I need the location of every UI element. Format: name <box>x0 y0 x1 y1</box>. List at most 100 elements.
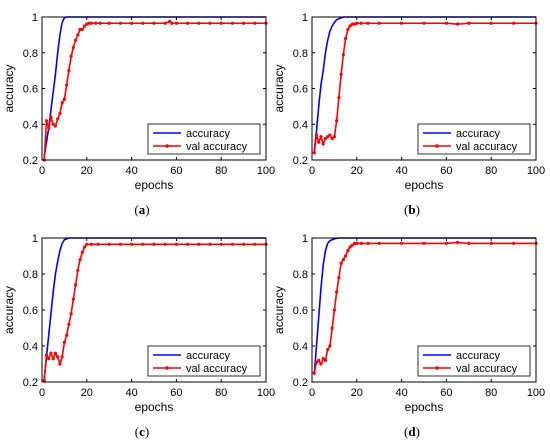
data-point-val-accuracy <box>87 21 91 25</box>
data-point-val-accuracy <box>208 21 212 25</box>
y-axis-label: accuracy <box>2 286 16 334</box>
data-point-val-accuracy <box>312 151 316 155</box>
data-point-val-accuracy <box>444 241 448 245</box>
data-point-val-accuracy <box>76 33 80 37</box>
x-tick-label: 0 <box>39 165 45 177</box>
data-point-val-accuracy <box>60 355 64 359</box>
data-point-val-accuracy <box>489 21 493 25</box>
data-point-val-accuracy <box>321 142 325 146</box>
data-point-val-accuracy <box>377 241 381 245</box>
x-tick-label: 20 <box>351 165 363 177</box>
data-point-val-accuracy <box>467 241 471 245</box>
legend-label-val-accuracy: val accuracy <box>186 363 248 375</box>
data-point-val-accuracy <box>377 21 381 25</box>
data-point-val-accuracy <box>44 119 49 123</box>
data-point-val-accuracy <box>174 21 178 25</box>
data-point-val-accuracy <box>366 241 370 245</box>
x-axis-label: epochs <box>135 178 174 192</box>
data-point-val-accuracy <box>366 21 370 25</box>
x-axis-label: epochs <box>405 400 444 414</box>
data-point-val-accuracy <box>82 24 87 28</box>
data-point-val-accuracy <box>53 124 58 128</box>
data-point-val-accuracy <box>89 242 93 246</box>
data-point-val-accuracy <box>339 72 343 76</box>
legend-label-accuracy: accuracy <box>186 128 231 140</box>
y-tick-label: 0.6 <box>23 84 38 96</box>
data-point-val-accuracy <box>163 21 167 25</box>
caption-paren-open: ( <box>134 202 138 217</box>
data-point-val-accuracy <box>62 340 66 344</box>
data-point-val-accuracy <box>330 136 334 141</box>
data-point-val-accuracy <box>62 97 66 101</box>
data-point-val-accuracy <box>71 45 75 49</box>
x-tick-label: 60 <box>170 165 182 177</box>
y-tick-label: 0.4 <box>293 341 308 353</box>
data-point-val-accuracy <box>51 357 55 361</box>
data-point-val-accuracy <box>56 355 60 359</box>
legend-marker <box>165 366 169 370</box>
x-tick-label: 40 <box>395 165 407 177</box>
data-point-val-accuracy <box>422 241 426 245</box>
data-point-val-accuracy <box>467 21 471 25</box>
chart-panel-c: 0 20 40 60 80 1000.20.40.60.81epochsaccuracya… <box>2 233 275 439</box>
x-tick-label: 100 <box>527 387 545 399</box>
data-point-val-accuracy <box>335 290 339 294</box>
y-tick-label: 0.8 <box>23 48 38 60</box>
data-point-val-accuracy <box>317 140 321 144</box>
data-point-val-accuracy <box>219 21 223 25</box>
data-point-val-accuracy <box>456 240 460 245</box>
legend-box <box>147 123 261 155</box>
data-point-val-accuracy <box>65 83 69 87</box>
data-point-val-accuracy <box>326 348 330 352</box>
data-point-val-accuracy <box>107 21 111 25</box>
panel-caption: (a) <box>134 202 149 217</box>
data-point-val-accuracy <box>330 326 334 330</box>
data-point-val-accuracy <box>118 242 122 246</box>
x-tick-label: 20 <box>81 165 93 177</box>
panel-caption: (c) <box>135 424 149 439</box>
y-axis-label: accuracy <box>272 64 286 112</box>
data-point-val-accuracy <box>332 308 336 312</box>
data-point-val-accuracy <box>85 242 89 246</box>
y-tick-label: 1 <box>32 233 38 245</box>
data-point-val-accuracy <box>323 136 328 141</box>
data-point-val-accuracy <box>321 357 325 361</box>
data-point-val-accuracy <box>400 21 404 25</box>
data-point-val-accuracy <box>197 21 201 25</box>
x-tick-label: 0 <box>309 387 315 399</box>
x-tick-label: 0 <box>39 387 45 399</box>
y-tick-label: 0.8 <box>293 48 308 60</box>
data-point-val-accuracy <box>60 101 64 105</box>
y-tick-label: 1 <box>32 12 38 24</box>
legend-box <box>417 345 531 377</box>
y-tick-label: 0.4 <box>23 341 38 353</box>
caption-letter: c <box>139 424 145 439</box>
panel-caption: (d) <box>404 424 420 439</box>
data-point-val-accuracy <box>344 254 348 258</box>
data-point-val-accuracy <box>337 95 341 100</box>
data-point-val-accuracy <box>346 27 350 32</box>
data-point-val-accuracy <box>230 21 234 25</box>
y-tick-label: 0.6 <box>293 305 308 317</box>
data-point-val-accuracy <box>444 21 448 25</box>
y-tick-label: 0.2 <box>23 377 38 389</box>
data-point-val-accuracy <box>314 133 319 137</box>
data-point-val-accuracy <box>328 344 332 348</box>
data-point-val-accuracy <box>348 245 352 249</box>
data-point-val-accuracy <box>94 21 98 25</box>
caption-paren-close: ) <box>416 424 420 439</box>
legend-box <box>417 123 531 155</box>
data-point-val-accuracy <box>107 242 111 246</box>
data-point-val-accuracy <box>56 117 60 121</box>
chart-panel-b: 0 20 40 60 80 1000.20.40.60.81epochsaccuracya… <box>272 12 545 217</box>
data-point-val-accuracy <box>58 111 62 116</box>
data-point-val-accuracy <box>47 357 51 361</box>
data-point-val-accuracy <box>326 135 330 139</box>
data-point-val-accuracy <box>78 27 82 32</box>
data-point-val-accuracy <box>69 312 73 316</box>
data-point-val-accuracy <box>118 21 122 25</box>
data-point-val-accuracy <box>319 135 323 139</box>
data-point-val-accuracy <box>335 119 339 123</box>
